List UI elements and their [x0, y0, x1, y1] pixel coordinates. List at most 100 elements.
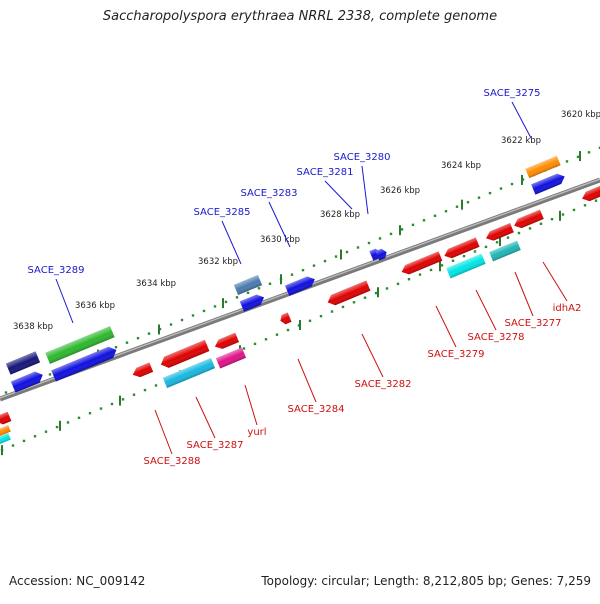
ruler-tick-label: 3620 kbp	[561, 110, 600, 120]
reverse-gene-label[interactable]: SACE_3287	[187, 440, 244, 451]
gene-feature[interactable]	[580, 182, 600, 204]
gene-feature[interactable]	[213, 332, 239, 351]
gene-arrow-shading	[45, 326, 115, 364]
ruler-dot	[11, 444, 15, 447]
forward-gene-label[interactable]: SACE_3285	[194, 207, 251, 218]
ruler-dot	[374, 291, 378, 295]
reverse-gene-label[interactable]: SACE_3282	[355, 379, 412, 390]
gene-feature[interactable]	[233, 274, 263, 296]
ruler-dot	[319, 314, 323, 318]
ruler-dot	[33, 435, 37, 438]
gene-leader-line	[435, 305, 457, 348]
ruler-dot	[264, 338, 268, 341]
gene-feature[interactable]	[5, 351, 41, 375]
ruler-dot	[268, 282, 272, 285]
gene-feature[interactable]	[525, 155, 561, 179]
ruler-dot	[246, 291, 250, 295]
reverse-gene-label[interactable]: SACE_3284	[288, 404, 345, 415]
ruler-tick-label: 3634 kbp	[136, 279, 176, 289]
gene-leader-line	[475, 289, 497, 331]
gene-arrow-shading	[489, 240, 521, 262]
ruler-dot	[330, 310, 334, 313]
gene-arrow-shading	[525, 155, 561, 179]
gene-feature[interactable]	[285, 274, 317, 296]
gene-feature[interactable]	[489, 240, 521, 262]
gene-feature[interactable]	[484, 223, 514, 243]
ruler-dot	[334, 255, 338, 258]
gene-arrow-shading	[0, 425, 11, 437]
reverse-gene-label[interactable]: SACE_3288	[144, 456, 201, 467]
gene-feature[interactable]	[326, 280, 371, 307]
gene-feature[interactable]	[162, 357, 216, 389]
ruler-dot	[462, 254, 466, 258]
reverse-gene-label[interactable]: SACE_3278	[468, 332, 525, 343]
ruler-dot	[587, 151, 591, 154]
gene-feature[interactable]	[278, 312, 292, 325]
gene-feature[interactable]	[375, 247, 388, 261]
ruler-dot	[506, 236, 510, 239]
gene-leader-line	[361, 165, 369, 215]
gene-arrow-shading	[582, 182, 600, 202]
forward-gene-label[interactable]: SACE_3281	[297, 167, 354, 178]
ruler-tick-label: 3626 kbp	[380, 186, 420, 196]
reverse-gene-label[interactable]: idhA2	[553, 303, 582, 314]
ruler-dot	[576, 155, 580, 159]
ruler-dot	[356, 246, 360, 249]
ruler-dot	[308, 319, 312, 322]
gene-feature[interactable]	[45, 326, 115, 364]
gene-feature[interactable]	[0, 433, 11, 445]
forward-gene-label[interactable]: SACE_3280	[334, 152, 391, 163]
ruler-dot	[572, 208, 576, 212]
ruler-tick-label: 3636 kbp	[75, 301, 115, 311]
gene-feature[interactable]	[10, 369, 45, 393]
ruler-dot	[290, 273, 294, 276]
ruler-tick-label: 3624 kbp	[441, 161, 481, 171]
ruler-dot	[55, 425, 59, 429]
ruler-dot	[213, 305, 217, 308]
gene-feature[interactable]	[0, 411, 12, 427]
forward-gene-label[interactable]: SACE_3289	[28, 265, 85, 276]
gene-feature[interactable]	[512, 209, 544, 231]
ruler-dot	[539, 222, 543, 225]
gene-feature[interactable]	[400, 251, 443, 276]
ruler-tick-label: 3622 kbp	[501, 136, 541, 146]
gene-feature[interactable]	[442, 237, 480, 260]
gene-feature[interactable]	[446, 253, 486, 279]
ruler-dot	[253, 342, 257, 346]
reverse-gene-label[interactable]: yurl	[247, 427, 266, 438]
gene-arrow-shading	[160, 339, 210, 368]
ruler-dot	[180, 318, 184, 322]
gene-arrow-shading	[531, 173, 565, 195]
ruler-dot	[451, 259, 455, 262]
gene-feature[interactable]	[531, 171, 567, 195]
gene-feature[interactable]	[215, 347, 247, 369]
gene-arrow-shading	[233, 274, 263, 296]
ruler-dot	[77, 416, 81, 420]
gene-leader-line	[297, 358, 317, 403]
gene-arrow-shading	[5, 351, 41, 375]
ruler-dot	[510, 182, 514, 186]
gene-arrow-shading	[239, 294, 265, 312]
ruler-dot	[466, 200, 470, 204]
gene-feature[interactable]	[0, 425, 11, 437]
ruler-dot	[235, 296, 239, 299]
ruler-dot	[484, 245, 488, 249]
gene-feature[interactable]	[131, 362, 154, 380]
ruler-dot	[444, 210, 448, 213]
forward-gene-label[interactable]: SACE_3275	[484, 88, 541, 99]
forward-gene-label[interactable]: SACE_3283	[241, 188, 298, 199]
ruler-dot	[378, 237, 382, 240]
gene-leader-line	[511, 101, 532, 139]
ruler-dot	[352, 301, 356, 304]
gene-arrow-shading	[215, 347, 247, 369]
gene-arrow-shading	[514, 209, 544, 229]
ruler-dot	[565, 160, 569, 163]
gene-feature[interactable]	[51, 344, 118, 382]
gene-feature[interactable]	[159, 339, 210, 370]
gene-feature[interactable]	[239, 292, 266, 312]
ruler-dot	[488, 191, 492, 195]
reverse-gene-label[interactable]: SACE_3279	[428, 349, 485, 360]
ruler-dot	[132, 393, 136, 396]
gene-arrow-shading	[486, 223, 514, 241]
reverse-gene-label[interactable]: SACE_3277	[505, 318, 562, 329]
